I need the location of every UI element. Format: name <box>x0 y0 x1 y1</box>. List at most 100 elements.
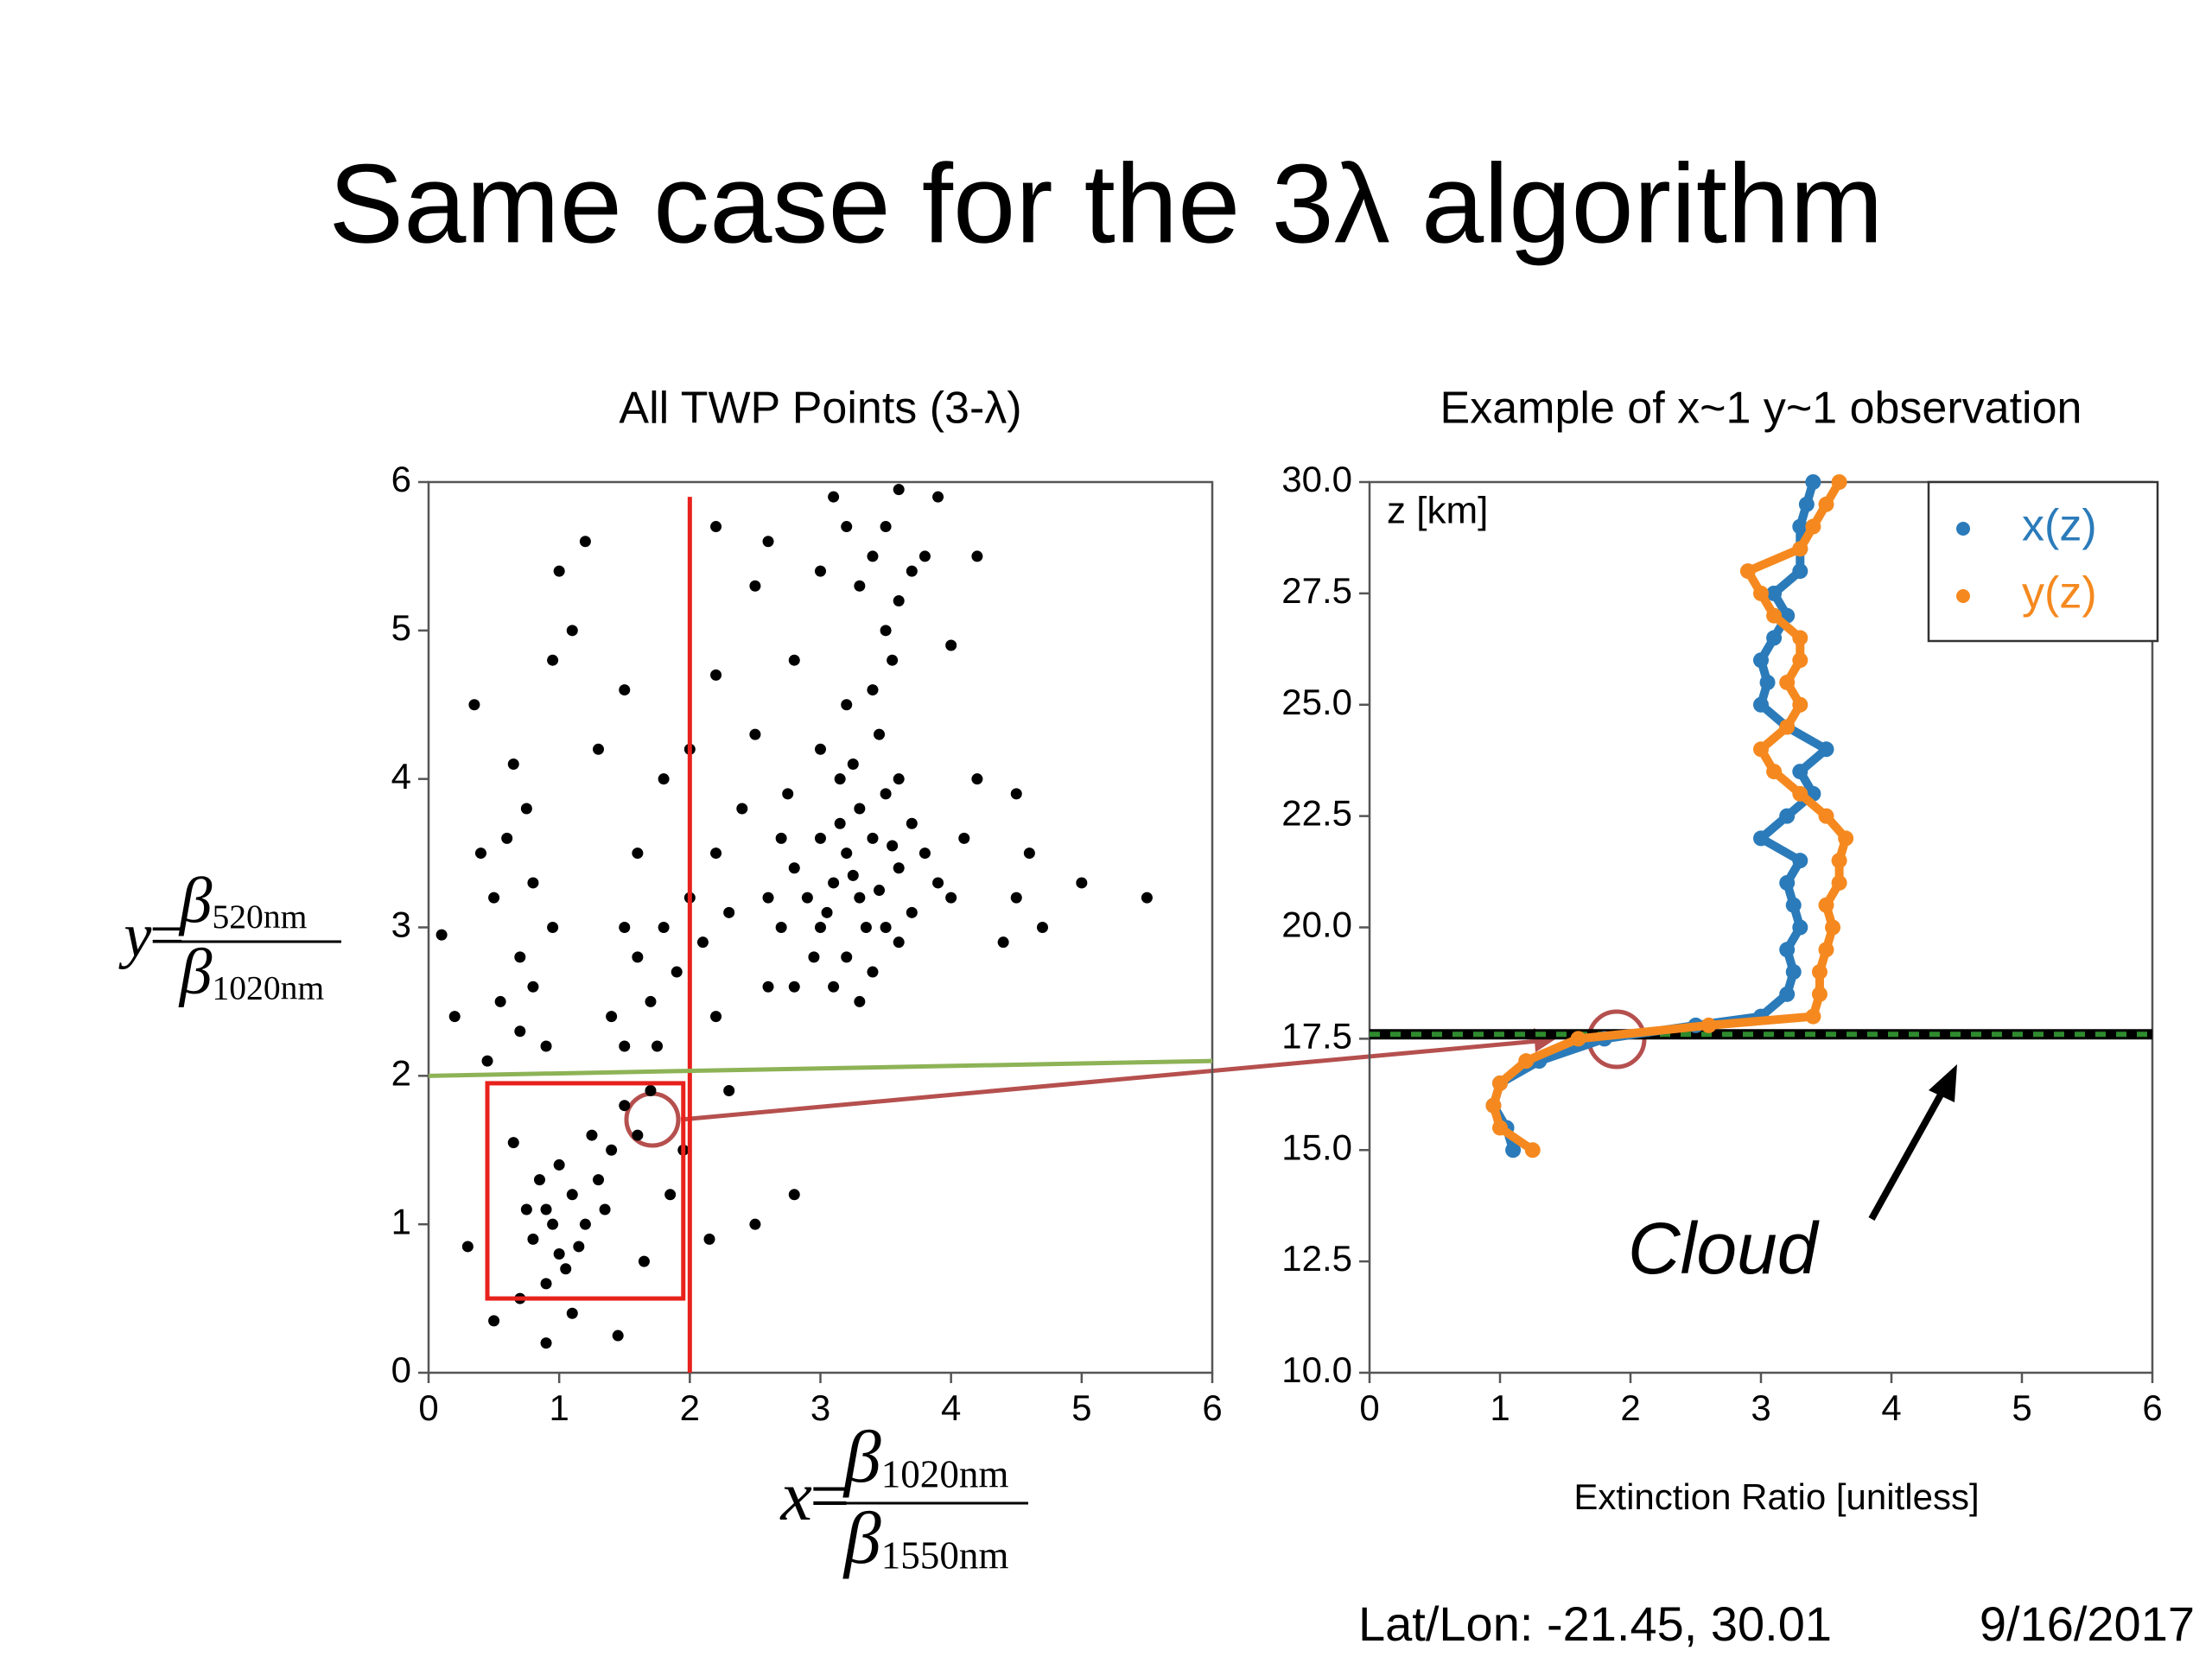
scatter-point <box>1141 892 1153 904</box>
subscript: 1550nm <box>881 1534 1009 1577</box>
series-point <box>1779 942 1796 958</box>
scatter-point <box>945 892 957 904</box>
legend-label: y(z) <box>2022 568 2097 619</box>
scatter-point <box>638 1255 650 1267</box>
series-point <box>1818 897 1834 913</box>
series-point <box>1518 1053 1535 1070</box>
scatter-point <box>788 654 800 666</box>
arrow-head <box>1929 1064 1957 1102</box>
scatter-point <box>854 995 866 1007</box>
scatter-point <box>860 922 872 933</box>
scatter-point <box>1023 847 1035 860</box>
scatter-point <box>723 906 735 918</box>
formula-num: β1020nm <box>842 1415 1009 1498</box>
scatter-point <box>507 1137 519 1149</box>
scatter-point <box>527 981 539 993</box>
scatter-point <box>762 981 774 993</box>
series-point <box>1766 607 1783 624</box>
scatter-point <box>854 892 866 904</box>
scatter-point <box>918 847 931 860</box>
scatter-point <box>599 1203 611 1216</box>
link-arrow <box>680 1038 1539 1122</box>
footer-date: 9/16/2017 <box>1980 1596 2195 1651</box>
scatter-point <box>887 654 899 666</box>
scatter-point <box>736 803 748 815</box>
series-point <box>1805 474 1821 490</box>
scatter-point <box>841 951 853 963</box>
scatter-point <box>841 521 853 533</box>
y-tick-label: 10.0 <box>1281 1349 1352 1390</box>
formula-var: y <box>118 901 151 970</box>
scatter-point <box>828 491 840 503</box>
scatter-point <box>612 1330 624 1342</box>
series-point <box>1700 1017 1717 1033</box>
chart-title: All TWP Points (3-λ) <box>619 384 1021 434</box>
y-tick-label: 22.5 <box>1281 793 1352 834</box>
scatter-point <box>867 832 879 844</box>
y-tick-label: 30.0 <box>1281 459 1352 499</box>
scatter-point <box>749 728 761 740</box>
series-point <box>1805 1008 1821 1025</box>
scatter-point <box>586 1129 598 1141</box>
y-tick-label: 0 <box>391 1349 411 1390</box>
scatter-point <box>834 817 846 829</box>
legend-label: x(z) <box>2022 501 2097 551</box>
x-tick-label: 2 <box>1620 1387 1640 1428</box>
series-point <box>1818 942 1834 958</box>
series-point <box>1825 919 1841 936</box>
y-tick-label: 3 <box>391 904 411 945</box>
scatter-point <box>788 981 800 993</box>
scatter-point <box>815 832 826 844</box>
scatter-point <box>815 922 826 933</box>
scatter-point <box>762 892 774 904</box>
scatter-point <box>801 892 813 904</box>
formula-eq: = <box>810 1457 849 1535</box>
y-tick-label: 4 <box>391 756 411 797</box>
series-point <box>1792 518 1808 535</box>
scatter-point <box>880 922 892 933</box>
scatter-point <box>893 862 905 874</box>
scatter-point <box>671 966 683 978</box>
scatter-point <box>540 1337 552 1349</box>
x-axis-label: Extinction Ratio [unitless] <box>1573 1476 1979 1517</box>
scatter-point <box>710 1011 722 1023</box>
scatter-point <box>553 1248 565 1260</box>
scatter-point <box>841 847 853 860</box>
formula-den: β1550nm <box>842 1496 1009 1579</box>
x-tick-label: 1 <box>549 1387 569 1428</box>
series-point <box>1785 964 1802 981</box>
scatter-point <box>906 565 918 577</box>
scatter-point <box>1010 892 1022 904</box>
series-point <box>1811 964 1827 981</box>
scatter-point <box>841 699 853 711</box>
scatter-point <box>606 1144 618 1156</box>
y-tick-label: 12.5 <box>1281 1238 1352 1279</box>
symbol: β <box>178 937 213 1009</box>
series-point <box>1792 853 1808 869</box>
scatter-point <box>808 951 820 963</box>
series-point <box>1779 986 1796 1002</box>
formula-den: β1020nm <box>178 937 325 1009</box>
scatter-point <box>632 951 644 963</box>
series-point <box>1792 541 1808 557</box>
scatter-point <box>632 847 644 860</box>
series-point <box>1492 1120 1508 1136</box>
legend-marker <box>1956 522 1970 536</box>
series-point <box>1759 674 1776 690</box>
scatter-point <box>658 922 670 933</box>
symbol: β <box>178 866 213 937</box>
y-tick-label: 27.5 <box>1281 570 1352 611</box>
scatter-point <box>1036 922 1048 933</box>
slide-title: Same case for the 3λ algorithm <box>328 140 1883 266</box>
scatter-point <box>664 1189 677 1201</box>
series-point <box>1779 808 1796 824</box>
scatter-point <box>533 1174 545 1186</box>
formula-num: β520nm <box>178 866 308 937</box>
scatter-point <box>560 1263 572 1275</box>
scatter-point <box>1076 877 1088 889</box>
series-point <box>1779 874 1796 891</box>
y-tick-label: 5 <box>391 607 411 648</box>
scatter-point <box>710 847 722 860</box>
series-point <box>1492 1075 1508 1091</box>
